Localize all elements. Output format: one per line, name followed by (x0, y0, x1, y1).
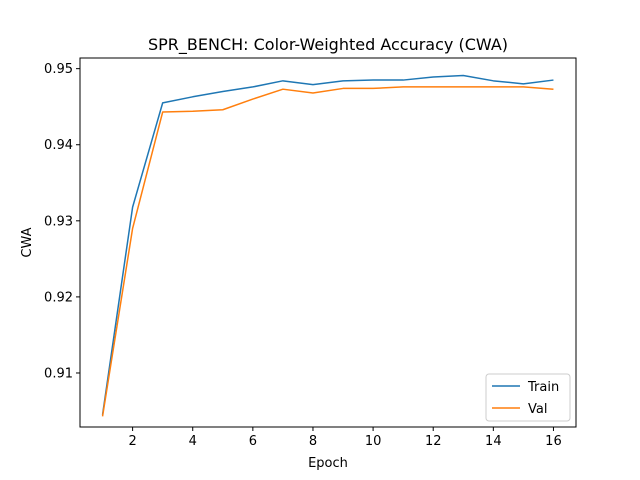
x-axis-label: Epoch (308, 456, 348, 471)
y-tick-label: 0.92 (44, 290, 73, 305)
x-tick-label: 16 (545, 434, 562, 449)
legend: Train Val (485, 373, 571, 422)
y-tick-label: 0.94 (44, 138, 73, 153)
chart-title: SPR_BENCH: Color-Weighted Accuracy (CWA) (148, 35, 508, 55)
x-axis: 2 4 6 8 10 12 14 16 (128, 427, 562, 449)
y-axis-label: CWA (20, 227, 35, 257)
legend-label-val: Val (528, 402, 547, 417)
y-axis: 0.91 0.92 0.93 0.94 0.95 (44, 62, 80, 381)
series-layer (101, 74, 554, 417)
train-series-line (101, 74, 554, 415)
y-tick-label: 0.95 (44, 62, 73, 77)
x-tick-label: 10 (365, 434, 382, 449)
y-tick-label: 0.91 (44, 366, 73, 381)
x-tick-label: 8 (309, 434, 317, 449)
x-tick-label: 12 (425, 434, 442, 449)
x-tick-label: 14 (485, 434, 502, 449)
legend-label-train: Train (527, 380, 559, 395)
val-series-line (101, 86, 554, 417)
plot-frame (79, 57, 577, 428)
x-tick-label: 4 (189, 434, 197, 449)
x-tick-label: 2 (128, 434, 136, 449)
x-tick-label: 6 (249, 434, 257, 449)
y-tick-label: 0.93 (44, 214, 73, 229)
